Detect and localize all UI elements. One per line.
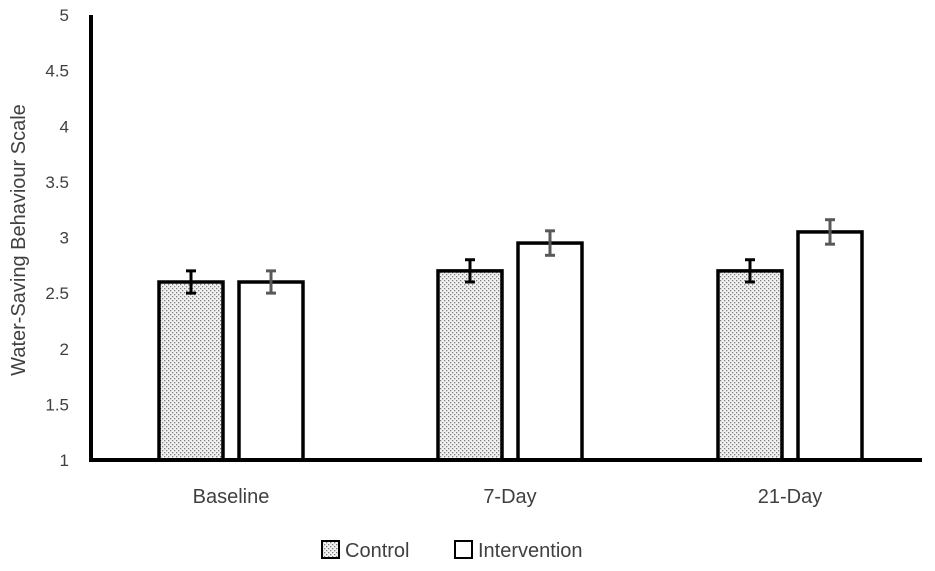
error-bar-intervention-7-day — [545, 229, 555, 257]
bar-control-21-day — [716, 269, 784, 462]
bar-control-baseline — [157, 280, 225, 462]
legend: Control Intervention — [321, 540, 583, 562]
x-tick-label: 7-Day — [483, 486, 536, 508]
error-bar-control-7-day — [465, 258, 475, 284]
y-tick-label: 4 — [60, 117, 69, 136]
y-tick-label: 1.5 — [45, 395, 69, 414]
x-tick-label: 21-Day — [758, 486, 822, 508]
y-tick-label: 1 — [60, 451, 69, 470]
bar-intervention-baseline — [237, 280, 305, 462]
y-tick-label: 2 — [60, 340, 69, 359]
y-tick-label: 2.5 — [45, 284, 69, 303]
error-bar-control-21-day — [745, 258, 755, 284]
bars — [157, 230, 864, 462]
error-bar-control-baseline — [186, 269, 196, 295]
bar-control-7-day — [436, 269, 504, 462]
legend-swatch-intervention — [454, 540, 473, 559]
error-bar-intervention-baseline — [266, 269, 276, 295]
legend-item-control: Control — [321, 540, 409, 562]
y-tick-label: 3 — [60, 229, 69, 248]
bar-intervention-21-day — [796, 230, 864, 462]
x-tick-labels: Baseline 7-Day 21-Day — [193, 486, 823, 508]
y-tick-label: 5 — [60, 6, 69, 25]
bar-intervention-7-day — [516, 241, 584, 462]
error-bar-intervention-21-day — [825, 218, 835, 246]
y-tick-labels: 1 1.5 2 2.5 3 3.5 4 4.5 5 — [45, 6, 69, 470]
y-tick-label: 4.5 — [45, 62, 69, 81]
legend-label-control: Control — [345, 540, 409, 562]
y-axis-title: Water-Saving Behaviour Scale — [8, 104, 30, 376]
legend-item-intervention: Intervention — [454, 540, 583, 562]
y-tick-label: 3.5 — [45, 173, 69, 192]
legend-label-intervention: Intervention — [478, 540, 583, 562]
error-bars — [186, 218, 835, 295]
legend-swatch-control — [321, 540, 340, 559]
x-tick-label: Baseline — [193, 486, 270, 508]
